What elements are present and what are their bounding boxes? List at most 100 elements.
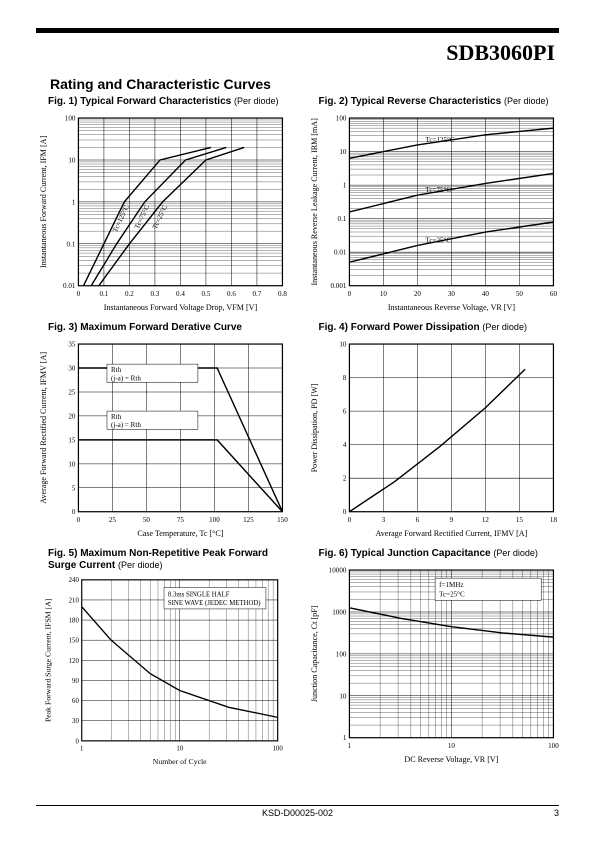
fig1-cell: Fig. 1) Typical Forward Characteristics … <box>36 96 289 316</box>
svg-text:Tc=125°C: Tc=125°C <box>425 136 454 144</box>
svg-text:(j-a) = Rth: (j-a) = Rth <box>111 421 141 429</box>
part-number: SDB3060PI <box>446 40 555 66</box>
svg-text:0: 0 <box>75 738 79 745</box>
svg-text:40: 40 <box>481 290 489 298</box>
svg-text:0: 0 <box>72 508 76 516</box>
fig4-title: Fig. 4) Forward Power Dissipation (Per d… <box>307 322 560 334</box>
fig2-label: Fig. 2) Typical Reverse Characteristics <box>319 96 502 107</box>
svg-text:1: 1 <box>342 734 346 742</box>
fig3-chart: 025507510012515005101520253035Rth(j-a) =… <box>36 336 289 542</box>
svg-text:10: 10 <box>447 742 455 750</box>
svg-text:10: 10 <box>68 460 76 468</box>
svg-text:35: 35 <box>68 341 76 349</box>
fig6-cell: Fig. 6) Typical Junction Capacitance (Pe… <box>307 548 560 768</box>
svg-text:0.3: 0.3 <box>151 290 160 298</box>
svg-text:20: 20 <box>413 290 421 298</box>
svg-text:Rth: Rth <box>111 366 122 374</box>
svg-text:12: 12 <box>481 516 489 524</box>
svg-text:0.8: 0.8 <box>278 290 287 298</box>
svg-text:8.3ms SINGLE HALF: 8.3ms SINGLE HALF <box>168 591 230 598</box>
footer: KSD-D00025-002 3 <box>36 805 559 818</box>
svg-text:0: 0 <box>347 290 351 298</box>
svg-text:10000: 10000 <box>328 567 346 575</box>
svg-text:0.4: 0.4 <box>176 290 185 298</box>
svg-text:4: 4 <box>342 441 346 449</box>
svg-text:5: 5 <box>72 484 76 492</box>
fig4-chart: 03691215180246810Average Forward Rectifi… <box>307 336 560 542</box>
svg-text:Number of Cycle: Number of Cycle <box>153 757 207 766</box>
svg-text:30: 30 <box>447 290 455 298</box>
svg-text:Peak Forward Surge Current, IF: Peak Forward Surge Current, IFSM [A] <box>44 599 53 722</box>
svg-text:Instantaneous Forward Voltage: Instantaneous Forward Voltage Drop, VFM … <box>104 303 258 312</box>
svg-text:DC Reverse Voltage, VR [V]: DC Reverse Voltage, VR [V] <box>404 755 498 764</box>
svg-text:0: 0 <box>77 290 81 298</box>
fig2-per: (Per diode) <box>504 96 549 106</box>
svg-text:0.7: 0.7 <box>253 290 262 298</box>
svg-text:Tc=25°C: Tc=25°C <box>439 590 465 598</box>
chart-grid: Fig. 1) Typical Forward Characteristics … <box>36 96 559 768</box>
svg-text:210: 210 <box>69 597 80 604</box>
svg-text:1000: 1000 <box>332 609 347 617</box>
svg-text:75: 75 <box>177 516 185 524</box>
fig2-title: Fig. 2) Typical Reverse Characteristics … <box>307 96 560 108</box>
fig2-chart: 01020304050600.0010.010.1110100Tc=125°CT… <box>307 110 560 316</box>
fig6-label: Fig. 6) Typical Junction Capacitance <box>319 548 491 559</box>
fig4-label: Fig. 4) Forward Power Dissipation <box>319 322 480 333</box>
svg-text:1: 1 <box>72 198 76 206</box>
svg-text:10: 10 <box>68 157 76 165</box>
svg-text:100: 100 <box>548 742 559 750</box>
svg-text:1: 1 <box>80 746 83 753</box>
svg-text:100: 100 <box>65 115 76 123</box>
svg-text:Tc=25°C: Tc=25°C <box>151 203 169 230</box>
svg-text:30: 30 <box>68 365 76 373</box>
svg-text:1: 1 <box>347 742 351 750</box>
svg-text:10: 10 <box>176 746 183 753</box>
svg-text:30: 30 <box>72 718 79 725</box>
top-rule <box>36 28 559 33</box>
fig4-per: (Per diode) <box>482 322 527 332</box>
svg-text:6: 6 <box>342 408 346 416</box>
svg-text:1: 1 <box>342 182 346 190</box>
svg-text:25: 25 <box>68 388 76 396</box>
fig5-chart: 11010003060901201501802102408.3ms SINGLE… <box>36 574 289 768</box>
fig3-label: Fig. 3) Maximum Forward Derative Curve <box>48 322 242 333</box>
svg-text:Case Temperature, Tc [°C]: Case Temperature, Tc [°C] <box>137 529 223 538</box>
svg-text:100: 100 <box>335 115 346 123</box>
fig1-label: Fig. 1) Typical Forward Characteristics <box>48 96 231 107</box>
svg-text:Instantaneous Reverse Voltage,: Instantaneous Reverse Voltage, VR [V] <box>387 303 515 312</box>
fig1-title: Fig. 1) Typical Forward Characteristics … <box>36 96 289 108</box>
fig5-title: Fig. 5) Maximum Non-Repetitive Peak Forw… <box>36 548 289 572</box>
svg-text:15: 15 <box>515 516 523 524</box>
fig1-per: (Per diode) <box>234 96 279 106</box>
fig3-title: Fig. 3) Maximum Forward Derative Curve <box>36 322 289 334</box>
svg-text:0.2: 0.2 <box>125 290 134 298</box>
svg-text:120: 120 <box>69 658 80 665</box>
fig1-chart: 00.10.20.30.40.50.60.70.80.010.1110100Tc… <box>36 110 289 316</box>
svg-text:0.1: 0.1 <box>67 240 76 248</box>
svg-text:15: 15 <box>68 436 76 444</box>
svg-text:18: 18 <box>549 516 557 524</box>
svg-text:0.01: 0.01 <box>63 282 76 290</box>
svg-text:180: 180 <box>69 618 80 625</box>
doc-code: KSD-D00025-002 <box>56 808 539 818</box>
svg-text:10: 10 <box>339 692 347 700</box>
svg-text:(j-a) = Rth: (j-a) = Rth <box>111 374 141 382</box>
fig2-cell: Fig. 2) Typical Reverse Characteristics … <box>307 96 560 316</box>
svg-text:Average Forward Rectified Curr: Average Forward Rectified Current, IFMV … <box>39 352 48 504</box>
svg-text:60: 60 <box>72 698 79 705</box>
svg-text:0: 0 <box>342 508 346 516</box>
svg-text:8: 8 <box>342 374 346 382</box>
svg-text:Power Dissipation, PD [W]: Power Dissipation, PD [W] <box>310 383 319 472</box>
svg-text:SINE WAVE (JEDEC METHOD): SINE WAVE (JEDEC METHOD) <box>168 600 261 607</box>
fig4-cell: Fig. 4) Forward Power Dissipation (Per d… <box>307 322 560 542</box>
fig6-title: Fig. 6) Typical Junction Capacitance (Pe… <box>307 548 560 560</box>
svg-text:10: 10 <box>339 148 347 156</box>
svg-text:100: 100 <box>209 516 220 524</box>
fig5-per: (Per diode) <box>118 560 163 570</box>
fig5-cell: Fig. 5) Maximum Non-Repetitive Peak Forw… <box>36 548 289 768</box>
svg-text:20: 20 <box>68 412 76 420</box>
svg-text:10: 10 <box>379 290 387 298</box>
svg-text:Rth: Rth <box>111 413 122 421</box>
svg-text:Tc=25°C: Tc=25°C <box>425 236 451 244</box>
svg-text:100: 100 <box>273 746 284 753</box>
